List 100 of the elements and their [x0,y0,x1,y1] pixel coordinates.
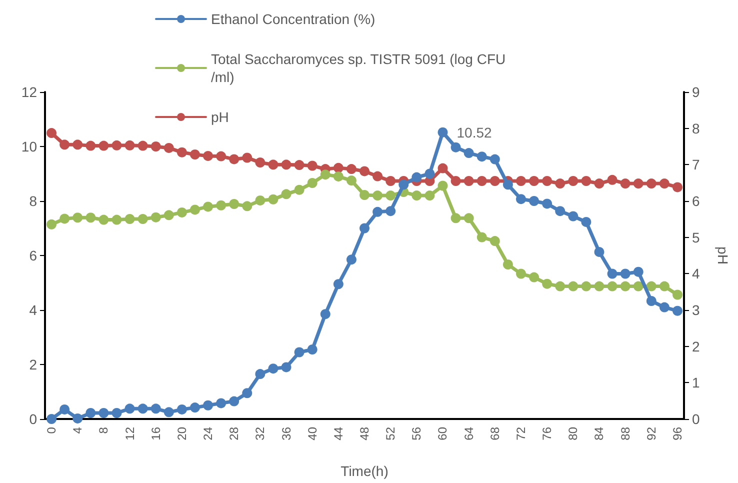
point [150,404,161,414]
y2-axis-title: pH [715,246,731,264]
point [333,279,344,290]
point [476,176,487,186]
point [646,296,656,306]
x-tick-label: 88 [618,426,632,440]
y-tick-label: 10 [21,138,38,154]
point [176,404,187,414]
point [672,306,682,316]
point [424,190,435,201]
point [568,176,578,186]
point [360,190,370,200]
point [138,214,148,224]
point [594,281,604,292]
point [412,172,422,182]
x-tick-label: 48 [358,426,372,440]
point [242,388,252,398]
point [216,398,226,408]
point [46,414,57,424]
point [633,281,644,292]
point [176,207,187,218]
y2-tick-label: 9 [692,84,700,100]
point [164,407,174,418]
x-tick-label: 28 [227,426,242,440]
point [281,189,292,200]
point [516,176,526,186]
point [98,214,109,225]
point [424,168,435,179]
point [386,206,396,216]
legend-label: Total Saccharomyces sp. TISTR 5091 (log CFU/ml) [211,51,506,85]
point [333,162,344,173]
x-tick-label: 32 [253,426,268,440]
point [555,281,566,292]
legend-label: pH [211,109,229,125]
point [86,408,96,418]
point [633,178,644,189]
y2-tick-label: 7 [692,156,700,173]
point [216,151,226,162]
point [646,178,656,189]
x-tick-label: 0 [44,426,59,434]
point [346,164,356,174]
point [72,413,83,424]
point [502,180,513,190]
point [307,160,318,171]
point [659,281,670,292]
point [294,347,304,358]
y2-tick-label: 2 [692,338,700,354]
point [659,302,670,312]
y-tick-label: 2 [29,356,38,372]
y-tick-label: 6 [29,248,38,264]
point [98,140,109,151]
point [294,160,304,170]
point [386,190,396,201]
point [203,202,214,212]
point [164,210,174,220]
point [464,176,474,186]
point [176,147,187,158]
point [98,408,109,418]
point [529,176,540,186]
point [203,400,214,410]
point [581,216,592,227]
point [516,268,526,279]
point [164,142,174,153]
point [360,166,370,176]
point [581,281,592,292]
x-tick-label: 40 [305,426,320,440]
y-tick-label: 8 [29,193,38,209]
point [568,281,578,292]
x-tick-label: 84 [592,426,606,440]
x-tick-label: 60 [436,426,450,440]
point [229,154,240,164]
point [476,232,487,242]
point [672,182,682,192]
point [490,176,500,186]
point [72,212,83,223]
legend-label: Ethanol Concentration (%) [211,11,376,27]
point [124,404,135,414]
point [124,140,135,150]
point [490,154,500,164]
point [490,236,500,246]
y2-tick-label: 5 [692,229,700,246]
point [190,402,200,413]
point [659,178,670,189]
point [529,272,540,282]
point [346,176,356,186]
point [86,212,96,223]
point [633,266,644,277]
x-tick-label: 72 [514,426,528,440]
x-tick-label: 64 [462,426,476,440]
x-tick-label: 44 [331,426,346,440]
point [307,178,318,188]
annotation: 10.52 [456,124,492,140]
point [398,180,409,190]
point [307,344,318,355]
point [281,362,292,372]
x-tick-label: 20 [174,426,189,440]
point [255,369,266,380]
point [438,163,448,174]
x-tick-label: 52 [384,426,398,440]
y2-tick-label: 6 [692,193,700,209]
